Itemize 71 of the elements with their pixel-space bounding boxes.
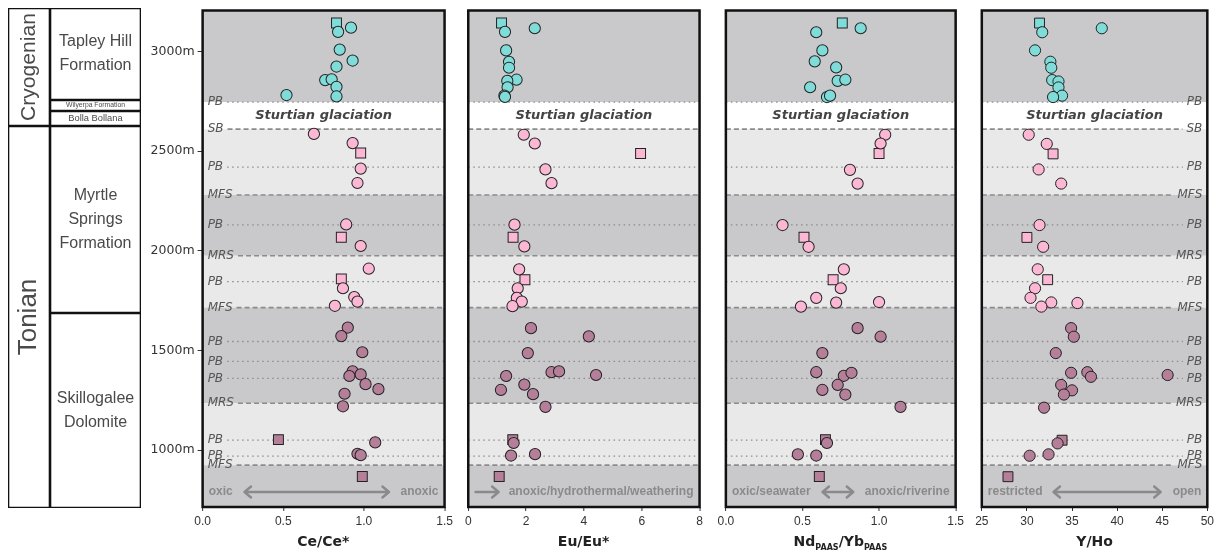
text: Tonian <box>12 278 43 356</box>
x-axis-title: Nd$_{PAAS}$/Yb$_{PAAS}$ <box>792 533 889 552</box>
ref-line-label: PB <box>207 273 224 288</box>
x-axis-title: Eu/Eu* <box>556 533 611 549</box>
ref-line-label: PB <box>207 216 224 231</box>
ref-line-label: PB <box>1186 94 1203 109</box>
x-tick-label: 30 <box>1020 513 1034 528</box>
x-axis-title: Y/Ho <box>1075 533 1114 549</box>
x-tick-label: 1.5 <box>947 513 965 528</box>
annotation: anoxic/hydrothermal/weathering <box>508 484 694 499</box>
x-tick-label: 6 <box>638 513 646 528</box>
ref-line-label: PB <box>207 370 224 385</box>
x-tick-label: 25 <box>975 513 989 528</box>
x-tick-label: 35 <box>1065 513 1079 528</box>
annotation: open <box>1172 484 1202 499</box>
ref-line-label: MRS <box>207 395 235 410</box>
x-tick-label: 0.0 <box>194 513 212 528</box>
ref-line-label: PB <box>207 353 224 368</box>
x-tick-label: 50 <box>1200 513 1215 528</box>
ref-line-label: PB <box>207 432 224 447</box>
ref-line-label: PB <box>1186 273 1203 288</box>
ref-line-label: PB <box>1186 353 1203 368</box>
ref-line-label: MFS <box>207 187 233 202</box>
x-axis-title: Ce/Ce* <box>296 533 351 549</box>
annotation: anoxic/riverine <box>864 484 950 499</box>
y-tick-label: 1000m <box>150 441 195 457</box>
ref-line-label: MRS <box>207 247 235 262</box>
x-tick-label: 1.0 <box>870 513 888 528</box>
ref-line-label: PB <box>1186 159 1203 174</box>
x-tick-label: 1.0 <box>355 513 373 528</box>
ref-line-label: PB <box>207 333 224 348</box>
text: Tapley Hill Formation <box>59 32 132 74</box>
ref-line-label: SB <box>207 121 224 136</box>
x-tick-label: 0.5 <box>274 513 292 528</box>
x-tick-label: 2 <box>522 513 530 528</box>
band-label: Sturtian glaciation <box>1026 107 1163 123</box>
x-tick-label: 0 <box>464 513 472 528</box>
band-label: Sturtian glaciation <box>515 107 653 123</box>
band-label: Sturtian glaciation <box>772 107 910 123</box>
ref-line-label: PB <box>1186 370 1203 385</box>
band-label: Sturtian glaciation <box>255 107 393 123</box>
ref-line-label: PB <box>207 94 224 109</box>
x-tick-label: 0.0 <box>717 513 735 528</box>
ref-line-label: PB <box>1186 432 1203 447</box>
x-tick-label: 45 <box>1155 513 1170 528</box>
text: Myrtle Springs Formation <box>59 185 132 251</box>
ref-line-label: PB <box>207 159 224 174</box>
text: Bolla Bollana <box>68 113 124 124</box>
x-tick-label: 1.5 <box>436 513 454 528</box>
annotation: oxic <box>208 484 233 499</box>
annotation: restricted <box>987 484 1043 499</box>
x-tick-label: 4 <box>580 513 588 528</box>
ref-line-label: PB <box>1186 216 1203 231</box>
x-tick-label: 8 <box>696 513 704 528</box>
ref-line-label: MRS <box>1176 247 1203 262</box>
annotation: anoxic <box>400 484 439 499</box>
x-tick-label: 40 <box>1110 513 1125 528</box>
y-tick-label: 1500m <box>150 341 195 357</box>
text: Cryogenian <box>15 13 39 121</box>
y-tick-label: 2500m <box>150 142 195 158</box>
y-tick-label: 2000m <box>150 242 195 258</box>
ref-line-label: MRS <box>1176 395 1203 410</box>
x-tick-label: 0.5 <box>794 513 812 528</box>
ref-line-label: MFS <box>1177 299 1203 314</box>
text: Skillogalee Dolomite <box>56 388 135 430</box>
ref-line-label: SB <box>1186 121 1203 136</box>
ref-line-label: MFS <box>207 299 233 314</box>
ref-line-label: PB <box>1186 333 1203 348</box>
y-tick-label: 3000m <box>150 42 195 58</box>
annotation: oxic/seawater <box>731 484 812 499</box>
ref-line-label: MFS <box>1177 187 1203 202</box>
